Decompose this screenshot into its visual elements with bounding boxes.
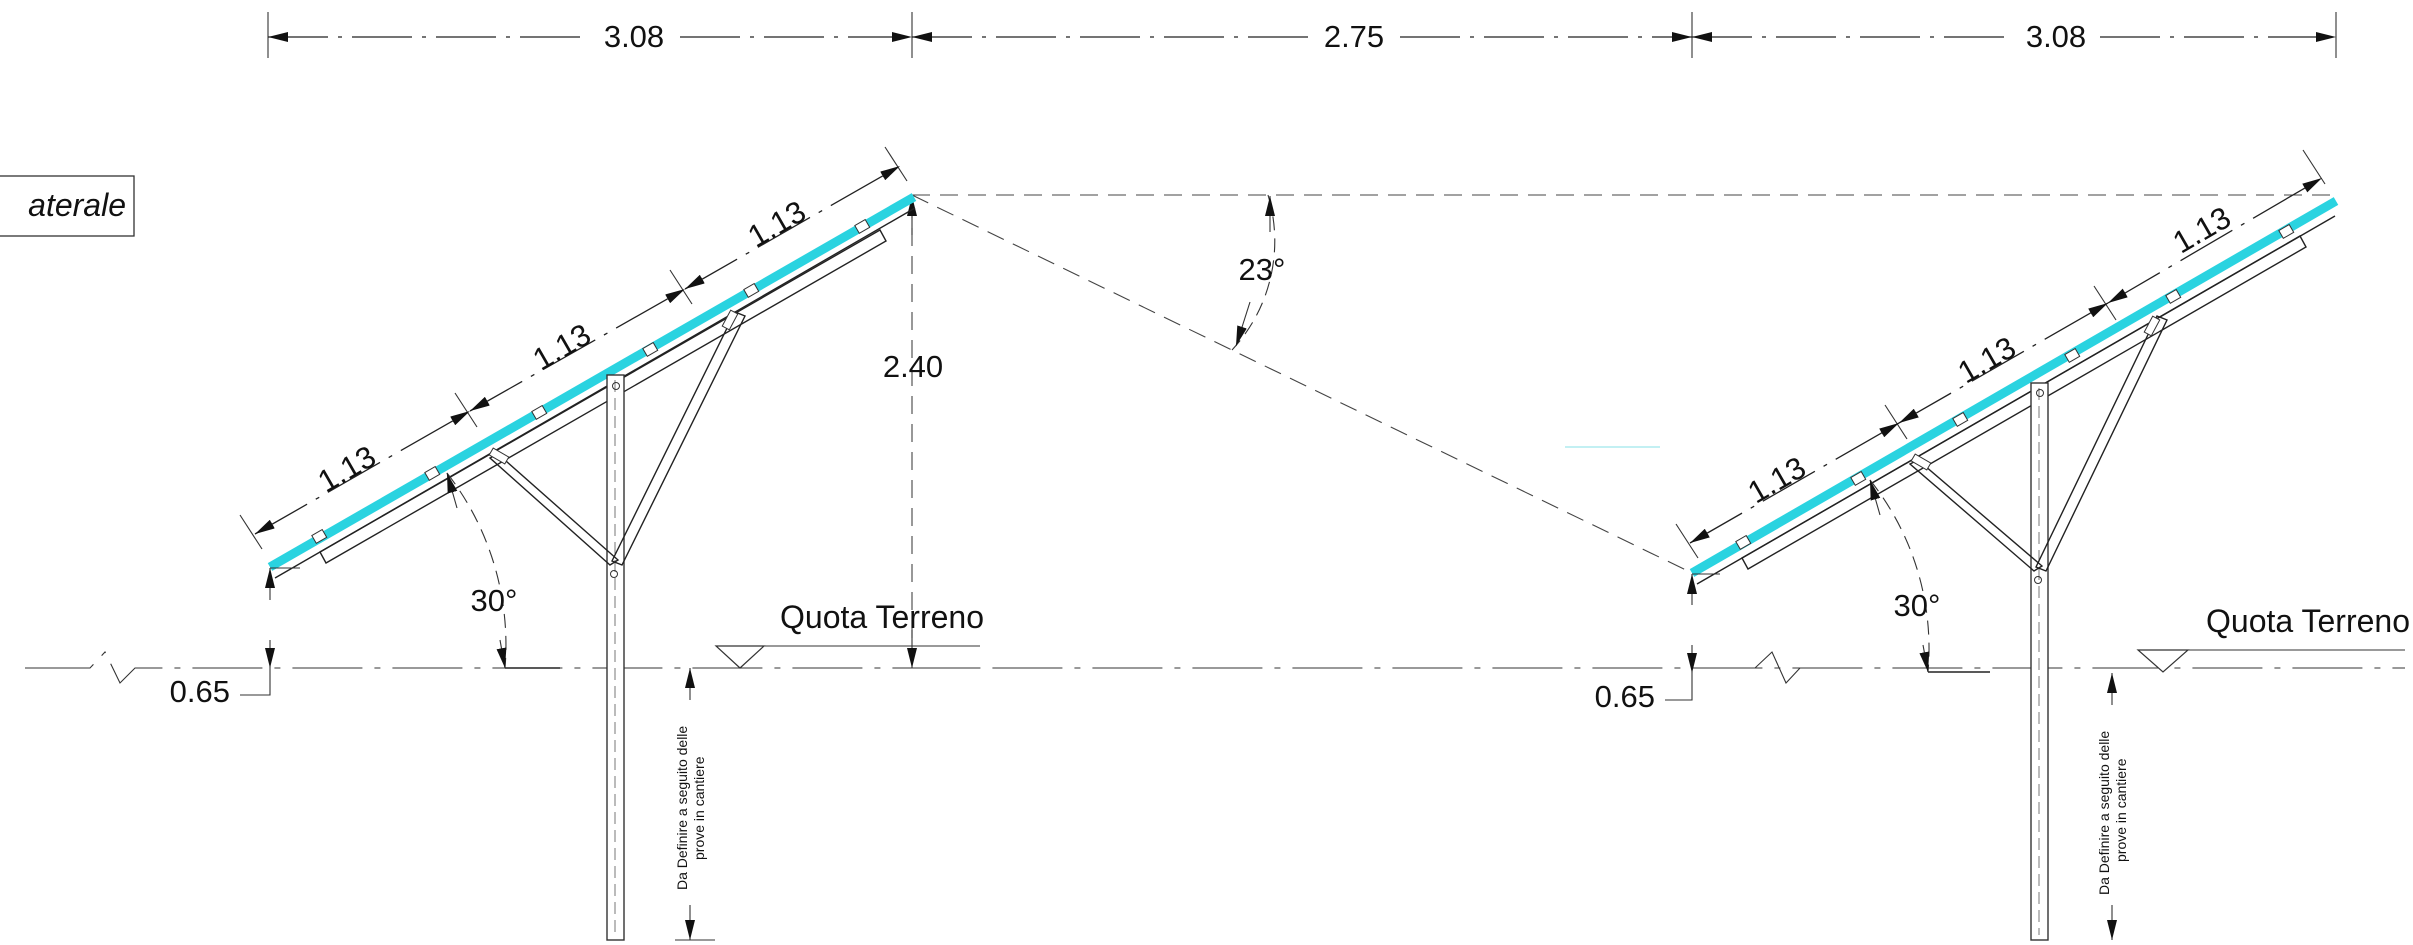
left-clearance: 0.65 xyxy=(170,674,230,709)
height-dimension: 2.40 xyxy=(883,196,980,669)
dim-height: 2.40 xyxy=(883,349,943,384)
top-dimension-chain: 3.08 2.75 3.08 xyxy=(267,12,2337,58)
right-module-dim-3: 1.13 xyxy=(2167,200,2237,260)
right-tracker-structure: 1.13 1.13 1.13 0.65 30° Quota Terren xyxy=(1595,149,2410,941)
right-ground-label: Quota Terreno xyxy=(2206,603,2410,639)
left-ground-label: Quota Terreno xyxy=(780,599,984,635)
left-tilt-angle: 30° xyxy=(471,583,518,618)
right-pile-note-2: prove in cantiere xyxy=(2113,758,2129,862)
right-module-dim-1: 1.13 xyxy=(1742,450,1812,510)
right-module-dimensions: 1.13 1.13 1.13 xyxy=(1675,149,2326,559)
right-pv-panel xyxy=(1689,197,2339,577)
right-clearance: 0.65 xyxy=(1595,679,1655,714)
right-module-dim-2: 1.13 xyxy=(1952,330,2022,390)
right-pile-note-1: Da Definire a seguito delle xyxy=(2096,731,2112,895)
left-module-dim-2: 1.13 xyxy=(527,317,597,377)
left-tracker-structure: 1.13 1.13 1.13 0.65 xyxy=(170,146,984,941)
left-module-dim-3: 1.13 xyxy=(742,194,812,254)
dim-top-middle: 2.75 xyxy=(1324,19,1384,54)
right-tilt-angle: 30° xyxy=(1894,588,1941,623)
dim-shadow-angle: 23° xyxy=(1239,252,1286,287)
view-title: aterale xyxy=(28,187,126,223)
left-pile-note-1: Da Definire a seguito delle xyxy=(674,726,690,890)
left-pile-note-2: prove in cantiere xyxy=(691,756,707,860)
shadow-construction: 23° xyxy=(911,194,2335,573)
dim-top-left: 3.08 xyxy=(604,19,664,54)
dim-top-right: 3.08 xyxy=(2026,19,2086,54)
left-module-dim-1: 1.13 xyxy=(312,439,382,499)
left-pv-panel xyxy=(267,193,917,571)
view-title-box: aterale xyxy=(0,175,135,237)
left-module-dimensions: 1.13 1.13 1.13 xyxy=(239,146,908,550)
